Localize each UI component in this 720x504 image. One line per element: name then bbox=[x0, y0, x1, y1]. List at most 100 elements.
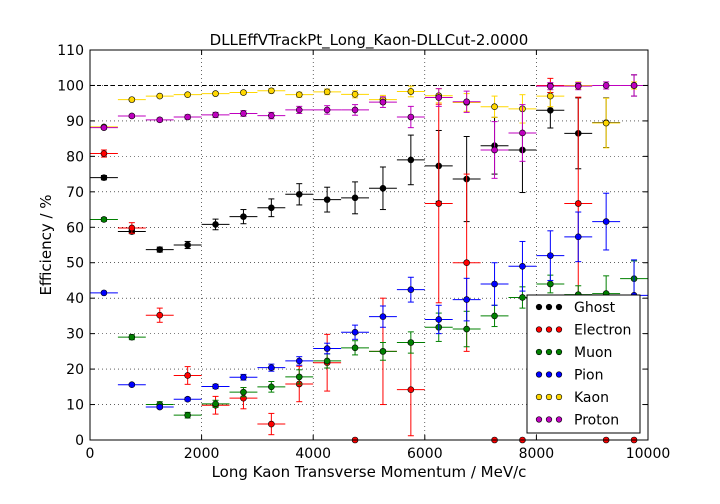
data-point bbox=[323, 196, 331, 203]
legend-entry-kaon: Kaon bbox=[535, 390, 609, 406]
legend-marker bbox=[555, 303, 563, 311]
data-point bbox=[407, 156, 415, 164]
legend-label: Muon bbox=[574, 345, 612, 361]
data-point bbox=[128, 112, 136, 120]
y-tick-label: 80 bbox=[66, 149, 84, 165]
data-point bbox=[156, 92, 164, 100]
data-point bbox=[407, 339, 415, 346]
data-point bbox=[407, 88, 415, 95]
legend-marker bbox=[555, 371, 563, 378]
legend-marker bbox=[555, 348, 563, 356]
legend-marker bbox=[535, 371, 543, 378]
y-tick-label: 30 bbox=[66, 327, 84, 343]
y-tick-label: 70 bbox=[66, 185, 84, 201]
data-point bbox=[435, 200, 443, 207]
legend-label: Ghost bbox=[574, 300, 616, 316]
legend-label: Electron bbox=[574, 323, 631, 339]
legend-marker bbox=[555, 393, 563, 401]
data-point bbox=[184, 91, 191, 98]
data-point bbox=[602, 119, 610, 127]
data-point bbox=[295, 106, 303, 114]
legend-marker bbox=[555, 326, 563, 333]
data-point bbox=[407, 113, 415, 121]
series-proton bbox=[90, 74, 648, 179]
data-point bbox=[268, 364, 275, 371]
data-point bbox=[323, 88, 331, 96]
legend-marker bbox=[545, 393, 553, 401]
data-point bbox=[212, 90, 219, 97]
x-tick-label: 4000 bbox=[295, 446, 331, 462]
data-point bbox=[184, 372, 191, 379]
legend-marker bbox=[535, 303, 543, 311]
data-point bbox=[268, 87, 275, 95]
data-point bbox=[379, 98, 387, 106]
data-point bbox=[240, 213, 247, 220]
axis-ticks: 0 2000 4000 6000 8000 10000 0 10 20 30 40 50 60 70 80 9… bbox=[57, 43, 670, 462]
y-tick-label: 40 bbox=[66, 291, 84, 307]
data-point bbox=[547, 280, 554, 288]
y-tick-label: 100 bbox=[57, 78, 84, 94]
data-point bbox=[295, 91, 303, 98]
data-point bbox=[240, 110, 247, 117]
data-point bbox=[491, 312, 498, 320]
data-point bbox=[212, 221, 219, 228]
legend-box bbox=[526, 294, 641, 434]
data-point bbox=[100, 289, 108, 297]
data-point bbox=[602, 218, 610, 225]
data-point bbox=[212, 383, 219, 390]
data-point bbox=[184, 411, 191, 419]
legend-entry-pion: Pion bbox=[535, 368, 603, 384]
legend-label: Kaon bbox=[574, 390, 609, 406]
data-point bbox=[323, 106, 331, 114]
data-point bbox=[463, 98, 470, 106]
plot-frame bbox=[89, 49, 649, 441]
data-point bbox=[240, 89, 247, 96]
data-point bbox=[100, 150, 108, 157]
data-point bbox=[240, 388, 247, 396]
data-point bbox=[268, 383, 275, 391]
data-point bbox=[574, 82, 582, 90]
data-point bbox=[184, 113, 191, 121]
legend-entry-proton: Proton bbox=[535, 413, 619, 429]
legend-label: Proton bbox=[574, 413, 619, 429]
data-point bbox=[351, 194, 359, 202]
data-point bbox=[463, 325, 470, 333]
legend-marker bbox=[545, 303, 553, 311]
data-point bbox=[574, 233, 582, 241]
x-tick-label: 8000 bbox=[519, 446, 555, 462]
data-point bbox=[156, 116, 164, 124]
legend-marker bbox=[545, 371, 553, 378]
legend-marker bbox=[545, 348, 553, 356]
data-point bbox=[100, 174, 108, 181]
legend-entry-muon: Muon bbox=[535, 345, 612, 361]
legend-marker bbox=[535, 348, 543, 356]
y-tick-label: 90 bbox=[66, 114, 84, 130]
series-kaon bbox=[90, 81, 648, 149]
data-point bbox=[630, 82, 638, 89]
y-axis-label: Efficiency / % bbox=[37, 194, 55, 295]
data-point bbox=[407, 386, 415, 393]
data-point bbox=[351, 91, 359, 98]
data-point bbox=[547, 252, 554, 259]
legend-marker bbox=[535, 393, 543, 401]
x-tick-label: 0 bbox=[86, 446, 95, 462]
legend-marker bbox=[535, 416, 543, 423]
data-point bbox=[128, 224, 136, 232]
legend-entry-electron: Electron bbox=[535, 323, 631, 339]
legend-entry-ghost: Ghost bbox=[535, 300, 616, 316]
data-point bbox=[547, 106, 554, 114]
legend-marker bbox=[545, 416, 553, 423]
data-point bbox=[547, 82, 554, 90]
y-tick-label: 10 bbox=[66, 398, 84, 414]
data-point bbox=[128, 381, 136, 388]
legend: Ghost Electron Muon Pion Kaon Proton bbox=[526, 294, 641, 434]
legend-marker bbox=[545, 326, 553, 333]
data-point bbox=[323, 345, 331, 352]
data-point bbox=[351, 106, 359, 114]
data-point bbox=[491, 103, 498, 111]
y-tick-label: 20 bbox=[66, 362, 84, 378]
y-tick-label: 50 bbox=[66, 256, 84, 272]
data-point bbox=[435, 94, 443, 101]
data-point bbox=[268, 420, 275, 428]
